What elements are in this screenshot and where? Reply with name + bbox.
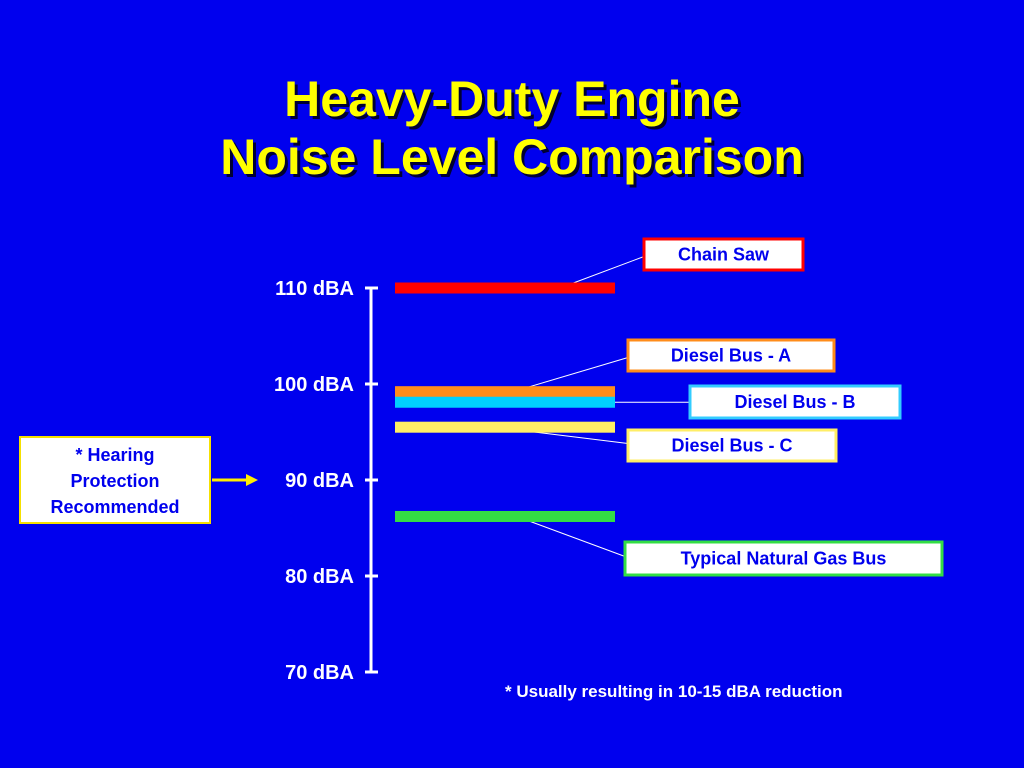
hearing-arrow (212, 474, 258, 486)
level-bar-4 (395, 510, 615, 522)
hearing-note-line-2: Protection (70, 471, 160, 491)
callout-leader-lines (519, 256, 690, 557)
callout-box-1 (626, 338, 836, 373)
y-tick-label-80: 80 dBA (285, 566, 354, 588)
callout-box-4 (623, 540, 944, 577)
callout-label-2: Diesel Bus - B (734, 392, 855, 412)
callout-box-0 (642, 237, 805, 272)
level-bar-1 (395, 386, 615, 398)
title-line-1: Heavy-Duty Engine (284, 71, 740, 127)
hearing-protection-note: * Hearing Protection Recommended (19, 436, 211, 524)
hearing-note-line-1: * Hearing (75, 445, 155, 465)
leader-line-1 (522, 357, 629, 390)
y-tick-label-90: 90 dBA (285, 470, 354, 492)
callout-label-3: Diesel Bus - C (671, 436, 792, 456)
slide-title: Heavy-Duty Engine Noise Level Comparison (0, 70, 1024, 186)
level-bar-0 (395, 282, 615, 294)
hearing-arrow-head (246, 474, 258, 486)
leader-line-0 (567, 256, 645, 286)
leader-line-4 (524, 519, 626, 557)
series-callouts: Chain Saw Diesel Bus - A Diesel Bus - B Die… (623, 237, 944, 577)
y-axis-ticks: 110 dBA 100 dBA 90 dBA 80 dBA 70 dBA (274, 278, 378, 684)
callout-box-2 (688, 384, 902, 420)
callout-label-4: Typical Natural Gas Bus (681, 549, 887, 569)
y-tick-label-110: 110 dBA (275, 278, 354, 300)
footnote: * Usually resulting in 10-15 dBA reducti… (505, 682, 843, 701)
title-line-2: Noise Level Comparison (220, 129, 804, 185)
level-bars (395, 282, 615, 522)
y-tick-label-100: 100 dBA (274, 374, 354, 396)
callout-label-0: Chain Saw (678, 245, 770, 265)
callout-label-1: Diesel Bus - A (671, 346, 791, 366)
y-tick-label-70: 70 dBA (285, 662, 354, 684)
level-bar-2 (395, 396, 615, 408)
callout-box-3 (626, 428, 838, 463)
hearing-note-line-3: Recommended (50, 497, 180, 517)
level-bar-3 (395, 421, 615, 433)
